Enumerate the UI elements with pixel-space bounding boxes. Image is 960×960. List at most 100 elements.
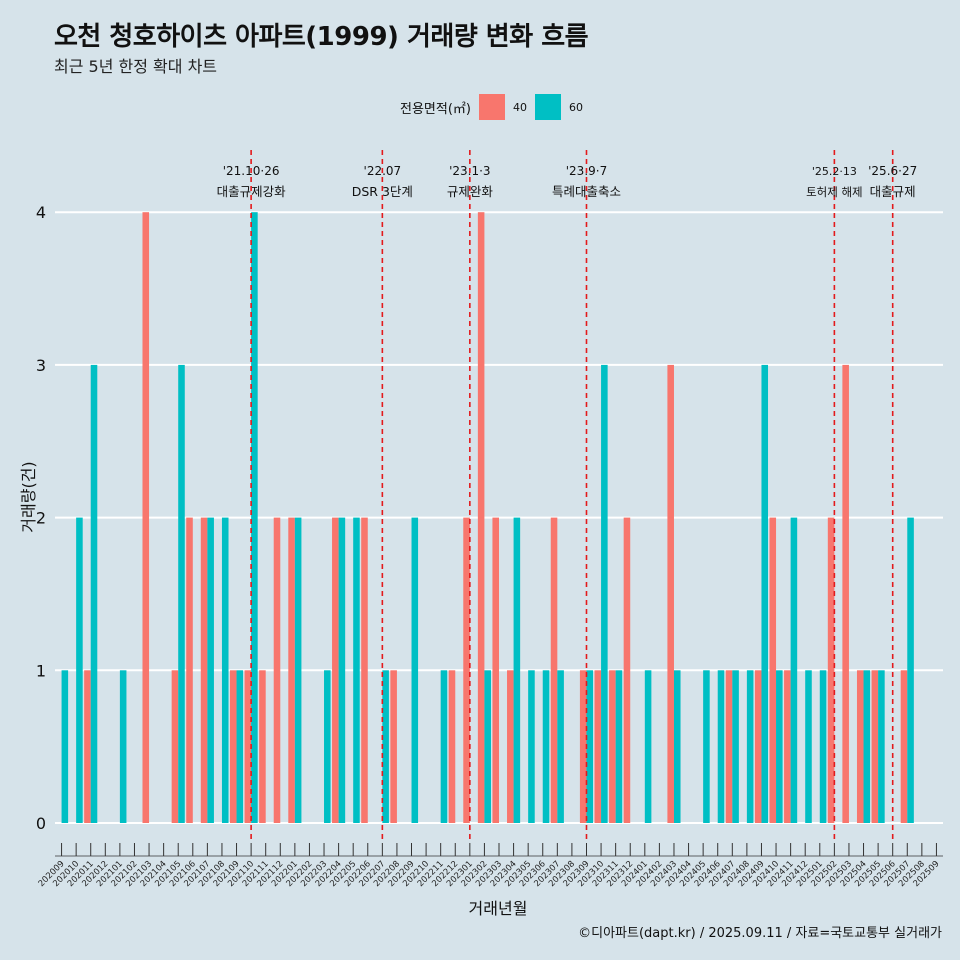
- bar-40-202301: [463, 517, 470, 823]
- bar-60-202405: [703, 670, 710, 823]
- event-date-2: '23.1·3: [449, 164, 490, 178]
- bar-40-202410: [769, 517, 777, 823]
- bar-40-202302: [477, 212, 485, 823]
- bar-40-202504: [856, 670, 864, 823]
- bar-40-202106: [186, 517, 193, 823]
- bar-40-202111: [259, 670, 266, 823]
- legend: 전용면적(㎡) 40 60: [400, 93, 591, 121]
- bar-40-202109: [229, 670, 237, 823]
- event-date-4: '25.2·13: [812, 165, 857, 178]
- bar-40-202307: [550, 517, 558, 823]
- bar-40-202304: [507, 670, 514, 823]
- event-date-3: '23.9·7: [566, 164, 607, 178]
- bar-40-202507: [900, 670, 908, 823]
- source-caption: ©디아파트(dapt.kr) / 2025.09.11 / 자료=국토교통부 실…: [578, 926, 942, 941]
- bar-60-202309: [586, 670, 594, 823]
- bar-40-202309: [579, 670, 587, 823]
- bar-60-202412: [805, 670, 812, 823]
- bar-40-202105: [171, 670, 179, 823]
- legend-title: 전용면적(㎡): [400, 101, 471, 117]
- bar-60-202204: [338, 517, 346, 823]
- bar-40-202409: [754, 670, 762, 823]
- bar-60-202410: [776, 670, 783, 823]
- bar-60-202310: [601, 364, 608, 823]
- bar-60-202306: [542, 670, 550, 823]
- bar-60-202305: [528, 670, 535, 823]
- bar-40-202311: [609, 670, 616, 823]
- bar-40-202505: [871, 670, 879, 823]
- event-date-1: '22.07: [364, 164, 402, 178]
- bar-60-202009: [61, 670, 69, 823]
- bar-60-202406: [717, 670, 725, 823]
- bar-40-202206: [361, 517, 368, 823]
- bar-60-202211: [440, 670, 448, 823]
- bar-40-202208: [390, 670, 397, 823]
- bar-40-202411: [784, 670, 791, 823]
- y-tick-label: 2: [36, 509, 46, 528]
- bar-60-202409: [761, 364, 769, 823]
- bar-40-202407: [725, 670, 733, 823]
- bar-40-202403: [667, 364, 674, 823]
- bar-60-202010: [76, 517, 83, 823]
- bar-60-202207: [382, 670, 389, 823]
- y-tick-label: 1: [36, 661, 46, 680]
- bar-60-202307: [557, 670, 564, 823]
- bar-60-202403: [673, 670, 681, 823]
- bar-60-202505: [878, 670, 885, 823]
- bar-60-202101: [119, 670, 127, 823]
- chart-title: 오천 청호하이츠 아파트(1999) 거래량 변화 흐름: [54, 22, 589, 52]
- bar-60-202401: [644, 670, 652, 823]
- bar-40-202112: [273, 517, 281, 823]
- y-tick-label: 0: [36, 814, 46, 833]
- event-date-5: '25.6·27: [868, 164, 917, 178]
- bar-40-202212: [448, 670, 456, 823]
- bar-40-202502: [827, 517, 835, 823]
- legend-label-60: 60: [568, 100, 583, 114]
- bar-40-202303: [492, 517, 499, 823]
- bar-40-202204: [332, 517, 339, 823]
- y-tick-label: 3: [36, 356, 46, 375]
- bar-60-202108: [221, 517, 229, 823]
- legend-key-40: [478, 94, 505, 120]
- bar-60-202107: [207, 517, 214, 823]
- bar-40-202103: [142, 212, 150, 823]
- bar-60-202203: [324, 670, 331, 823]
- event-label-1: DSR 3단계: [352, 184, 413, 199]
- bar-60-202504: [863, 670, 871, 823]
- event-date-0: '21.10·26: [223, 164, 280, 178]
- bar-60-202011: [90, 364, 98, 823]
- bar-60-202209: [411, 517, 419, 823]
- y-tick-label: 4: [36, 203, 46, 222]
- bar-60-202110: [251, 212, 258, 823]
- event-label-3: 특례대출축소: [552, 184, 621, 199]
- bar-40-202011: [84, 670, 91, 823]
- legend-key-60: [534, 94, 561, 120]
- bar-60-202105: [178, 364, 185, 823]
- bar-60-202501: [819, 670, 827, 823]
- bar-40-202310: [594, 670, 602, 823]
- bar-40-202201: [288, 517, 295, 823]
- bar-60-202109: [236, 670, 244, 823]
- event-label-4: 토허제 해제: [806, 185, 863, 199]
- bar-60-202507: [907, 517, 914, 823]
- event-label-5: 대출규제: [870, 184, 916, 199]
- bar-60-202311: [615, 670, 623, 823]
- chart-subtitle: 최근 5년 한정 확대 차트: [54, 57, 218, 76]
- bar-60-202302: [484, 670, 491, 823]
- bar-40-202312: [623, 517, 631, 823]
- bar-60-202201: [294, 517, 302, 823]
- bar-40-202107: [200, 517, 208, 823]
- bar-40-202503: [842, 364, 849, 823]
- y-axis-title: 거래량(건): [19, 461, 38, 532]
- bar-60-202304: [513, 517, 521, 823]
- bar-40-202110: [244, 670, 252, 823]
- event-label-2: 규제완화: [447, 184, 494, 199]
- bar-60-202205: [353, 517, 360, 823]
- legend-label-40: 40: [512, 100, 527, 114]
- bar-60-202407: [732, 670, 739, 823]
- bar-60-202408: [746, 670, 754, 823]
- bar-60-202411: [790, 517, 798, 823]
- x-axis-title: 거래년월: [469, 899, 528, 918]
